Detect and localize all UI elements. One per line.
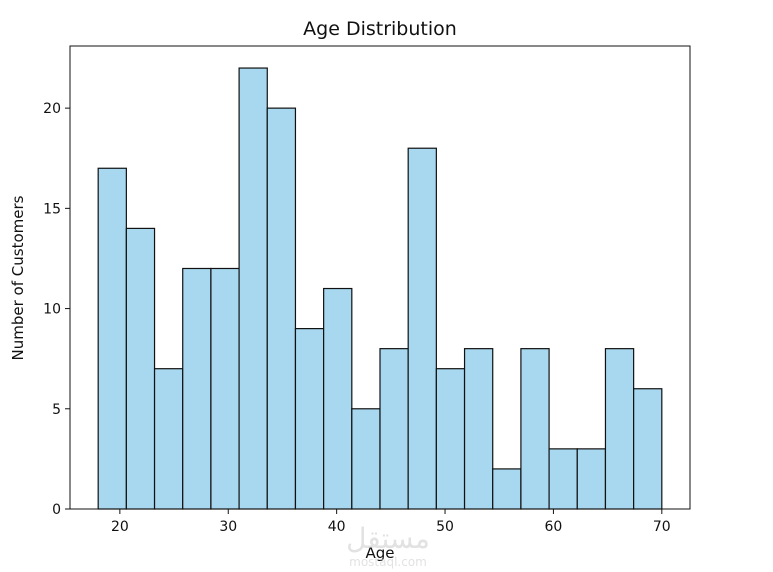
x-tick-label: 70 xyxy=(653,519,671,535)
y-tick-label: 0 xyxy=(52,502,61,518)
x-tick-label: 30 xyxy=(219,519,237,535)
histogram-bar xyxy=(153,368,184,510)
histogram-bar xyxy=(323,287,353,510)
watermark-logo: مستقل xyxy=(346,522,430,555)
histogram-bar xyxy=(238,67,268,510)
x-tick-label: 60 xyxy=(545,519,563,535)
y-tick-label: 5 xyxy=(52,402,61,418)
y-tick-label: 10 xyxy=(43,302,61,318)
histogram-bar xyxy=(379,348,409,510)
x-axis-ticks: 20 30 40 50 60 70 xyxy=(111,509,671,535)
histogram-bar xyxy=(520,348,550,510)
x-tick-label: 20 xyxy=(111,519,129,535)
histogram-bar xyxy=(576,448,607,510)
histogram-bar xyxy=(492,468,522,510)
histogram-bar xyxy=(210,267,240,510)
histogram-bar xyxy=(294,328,325,510)
histogram-bar xyxy=(351,408,381,510)
histogram-bar xyxy=(266,107,297,510)
y-axis-label: Number of Customers xyxy=(9,195,27,360)
y-tick-label: 15 xyxy=(43,201,61,217)
histogram-bar xyxy=(548,448,578,510)
y-tick-label: 20 xyxy=(43,101,61,117)
x-axis-label: Age xyxy=(365,544,394,562)
x-tick-label: 40 xyxy=(328,519,346,535)
histogram-bar xyxy=(604,348,635,510)
histogram-bar xyxy=(633,388,663,510)
chart-title: Age Distribution xyxy=(303,18,457,40)
x-tick-label: 50 xyxy=(436,519,454,535)
histogram-bar xyxy=(463,348,494,510)
histogram-bar xyxy=(435,368,466,510)
y-axis-ticks: 0 5 10 15 20 xyxy=(43,101,70,518)
bars-layer xyxy=(97,67,663,510)
histogram-bar xyxy=(125,227,156,510)
histogram-bar xyxy=(182,267,212,510)
histogram-bar xyxy=(97,167,127,510)
histogram-bar xyxy=(407,147,437,510)
watermark-url: mostaql.com xyxy=(349,555,427,569)
plot-frame xyxy=(69,45,691,510)
